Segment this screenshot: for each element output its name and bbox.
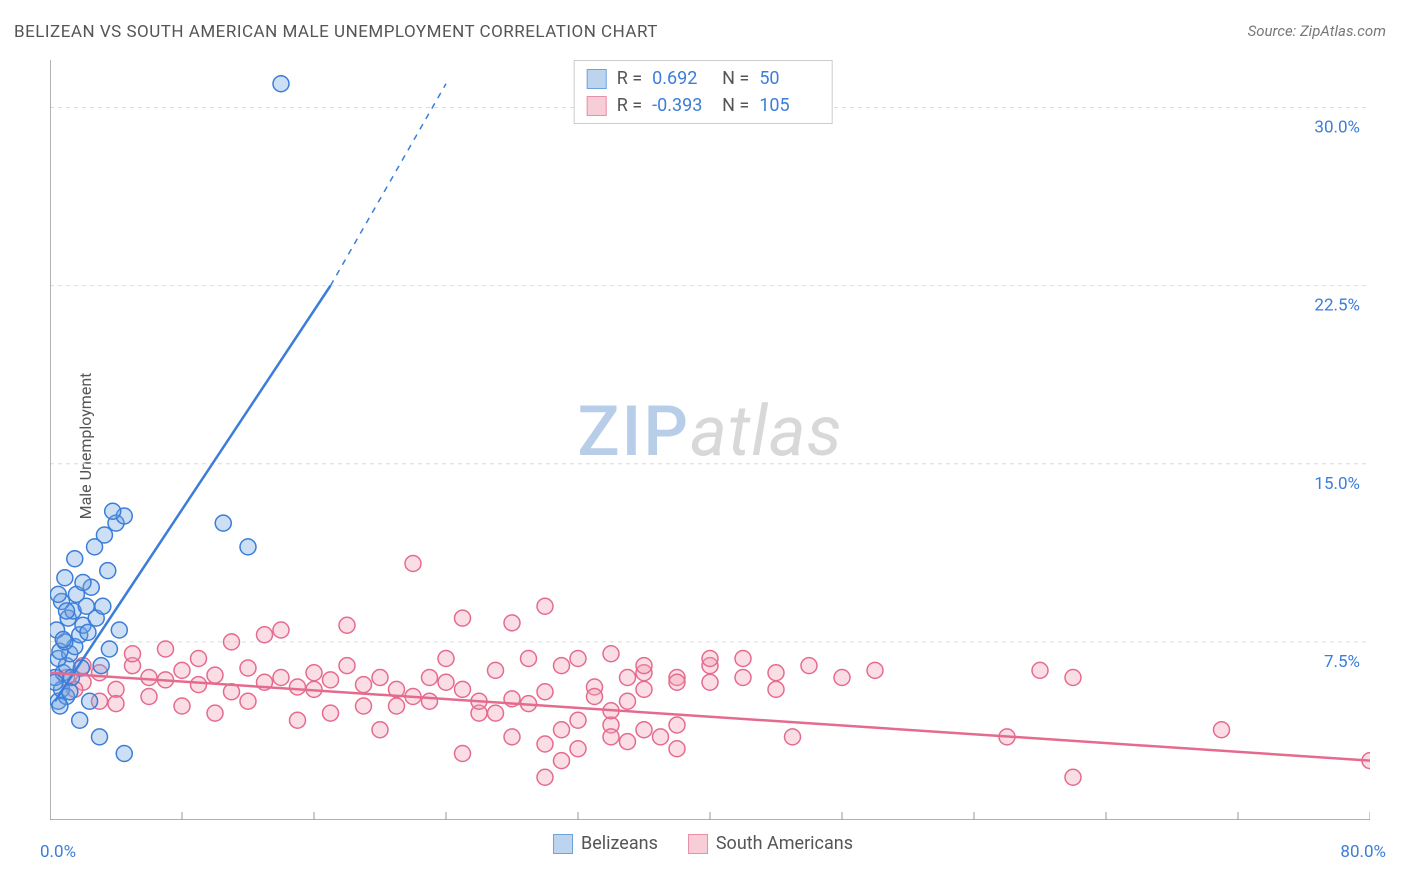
swatch-blue: [587, 69, 607, 89]
correlation-stats-box: R = 0.692 N = 50 R = -0.393 N = 105: [574, 60, 833, 124]
legend-item-belizeans: Belizeans: [553, 833, 658, 854]
legend: Belizeans South Americans: [553, 833, 853, 854]
n-label: N =: [722, 92, 749, 119]
r-label: R =: [617, 65, 642, 92]
r-label: R =: [617, 92, 642, 119]
stats-row-belizeans: R = 0.692 N = 50: [587, 65, 820, 92]
source-attribution: Source: ZipAtlas.com: [1248, 22, 1386, 40]
swatch-pink: [688, 834, 708, 854]
r-value: -0.393: [652, 92, 712, 119]
x-axis-min-label: 0.0%: [40, 842, 76, 862]
x-axis-max-label: 80.0%: [1340, 842, 1386, 862]
n-value: 105: [759, 92, 819, 119]
legend-label: South Americans: [716, 833, 853, 854]
chart-area: 7.5%15.0%22.5%30.0% ZIPatlas: [50, 60, 1370, 820]
stats-row-south-americans: R = -0.393 N = 105: [587, 92, 820, 119]
n-label: N =: [722, 65, 749, 92]
swatch-pink: [587, 96, 607, 116]
r-value: 0.692: [652, 65, 712, 92]
chart-title: BELIZEAN VS SOUTH AMERICAN MALE UNEMPLOY…: [14, 22, 658, 42]
svg-text:22.5%: 22.5%: [1314, 296, 1360, 316]
n-value: 50: [759, 65, 819, 92]
svg-text:7.5%: 7.5%: [1324, 652, 1360, 672]
svg-text:15.0%: 15.0%: [1314, 474, 1360, 494]
swatch-blue: [553, 834, 573, 854]
legend-item-south-americans: South Americans: [688, 833, 853, 854]
legend-label: Belizeans: [581, 833, 658, 854]
scatter-plot: 7.5% 15.0% 22.5% 30.0%: [50, 60, 1370, 820]
svg-text:30.0%: 30.0%: [1314, 118, 1360, 138]
